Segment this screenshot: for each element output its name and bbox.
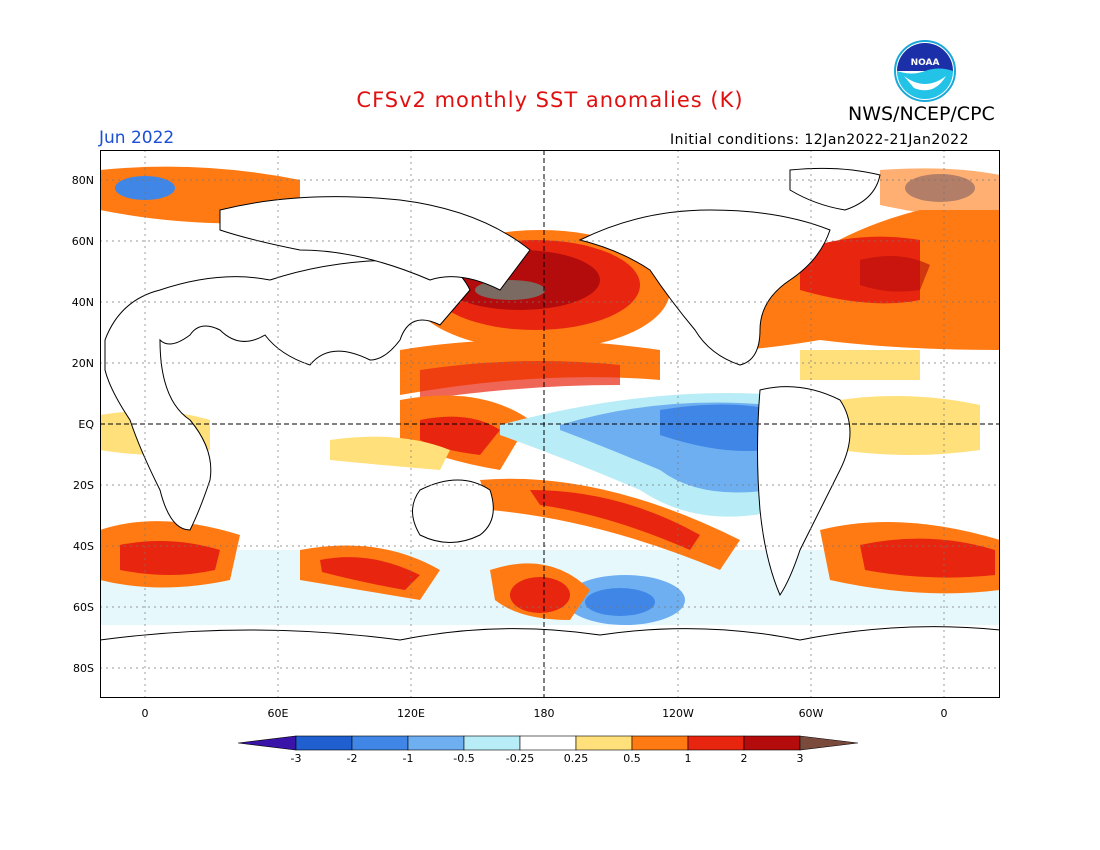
colorbar xyxy=(238,735,859,751)
lon-label-180: 180 xyxy=(533,707,555,720)
agency-label: NWS/NCEP/CPC xyxy=(848,103,995,125)
colorbar-label-2: 2 xyxy=(740,752,748,765)
lon-label-0: 0 xyxy=(141,707,149,720)
map-title: CFSv2 monthly SST anomalies (K) xyxy=(356,88,744,112)
continent-outlines xyxy=(100,167,1000,698)
lat-label-80n: 80N xyxy=(71,174,94,187)
colorbar-swatch-4 xyxy=(463,735,521,751)
colorbar-swatch-5 xyxy=(519,735,577,751)
colorbar-label-neg05: -0.5 xyxy=(453,752,475,765)
colorbar-swatch-1 xyxy=(295,735,353,751)
colorbar-label-neg2: -2 xyxy=(346,752,358,765)
lat-label-20s: 20S xyxy=(73,479,94,492)
lat-label-60s: 60S xyxy=(73,601,94,614)
gridlines xyxy=(100,150,1000,698)
colorbar-label-neg3: -3 xyxy=(290,752,302,765)
lat-label-80s: 80S xyxy=(73,662,94,675)
sst-anomaly-map xyxy=(100,150,1000,698)
colorbar-label-neg025: -0.25 xyxy=(505,752,535,765)
lat-label-40s: 40S xyxy=(73,540,94,553)
lat-label-eq: EQ xyxy=(78,418,94,431)
reference-lines xyxy=(100,150,1000,698)
lat-label-60n: 60N xyxy=(71,235,94,248)
colorbar-swatch-7 xyxy=(631,735,689,751)
forecast-month: Jun 2022 xyxy=(99,128,175,148)
lon-label-120w: 120W xyxy=(662,707,694,720)
lat-label-20n: 20N xyxy=(71,357,94,370)
colorbar-swatch-2 xyxy=(351,735,409,751)
lon-label-60e: 60E xyxy=(267,707,289,720)
colorbar-swatch-left-arrow xyxy=(238,735,297,751)
noaa-logo-text: NOAA xyxy=(911,58,940,68)
colorbar-swatch-3 xyxy=(407,735,465,751)
colorbar-label-neg1: -1 xyxy=(402,752,414,765)
colorbar-label-3: 3 xyxy=(796,752,804,765)
colorbar-swatch-right-arrow xyxy=(799,735,859,751)
lon-label-0-east: 0 xyxy=(940,707,948,720)
colorbar-swatch-6 xyxy=(575,735,633,751)
lon-label-60w: 60W xyxy=(798,707,824,720)
colorbar-label-05: 0.5 xyxy=(623,752,641,765)
lat-label-40n: 40N xyxy=(71,296,94,309)
colorbar-label-025: 0.25 xyxy=(563,752,589,765)
colorbar-label-1: 1 xyxy=(684,752,692,765)
colorbar-swatch-8 xyxy=(687,735,745,751)
colorbar-swatch-9 xyxy=(743,735,801,751)
lon-label-120e: 120E xyxy=(397,707,425,720)
initial-conditions: Initial conditions: 12Jan2022-21Jan2022 xyxy=(670,132,969,148)
noaa-logo: NOAA xyxy=(894,40,956,102)
